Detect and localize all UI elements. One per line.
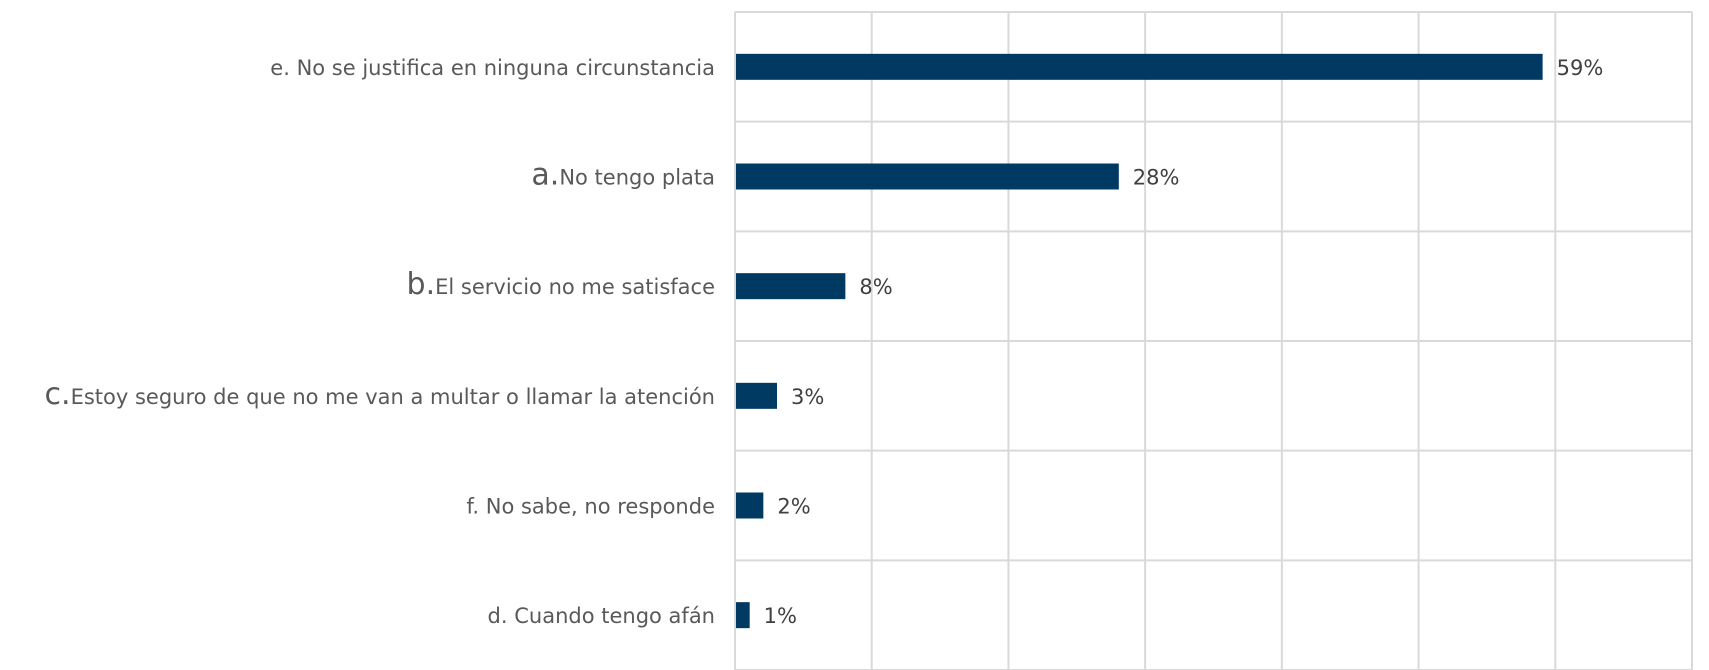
grid: [734, 11, 1693, 670]
category-label-text: No se justifica en ninguna circunstancia: [297, 56, 715, 80]
category-label-prefix: e.: [270, 56, 296, 80]
category-label: e. No se justifica en ninguna circunstan…: [270, 56, 715, 80]
category-label-text: No sabe, no responde: [486, 495, 715, 519]
category-label: d. Cuando tengo afán: [488, 604, 715, 628]
data-label: 2%: [777, 495, 810, 519]
bar: [736, 382, 778, 409]
category-label-prefix: d.: [488, 604, 515, 628]
data-label: 1%: [764, 604, 797, 628]
data-label: 59%: [1557, 56, 1604, 80]
category-label: c.Estoy seguro de que no me van a multar…: [45, 377, 715, 412]
bar: [736, 492, 764, 519]
category-label-prefix: f.: [467, 495, 486, 519]
data-label: 3%: [791, 385, 824, 409]
category-label: f. No sabe, no responde: [467, 495, 715, 519]
bars: [736, 53, 1543, 629]
category-label-prefix: c.: [45, 377, 71, 412]
data-label: 28%: [1133, 166, 1180, 190]
bar: [736, 602, 750, 629]
bar: [736, 53, 1543, 80]
category-labels: e. No se justifica en ninguna circunstan…: [45, 56, 715, 628]
value-labels: 59% 28% 8% 3% 2% 1%: [764, 56, 1604, 628]
category-label: a.No tengo plata: [531, 158, 715, 193]
category-label-prefix: b.: [407, 267, 436, 302]
category-label-text: Cuando tengo afán: [514, 604, 715, 628]
category-label-text: No tengo plata: [559, 166, 715, 190]
bar: [736, 163, 1119, 190]
category-label-text: Estoy seguro de que no me van a multar o…: [71, 385, 715, 409]
category-label-text: El servicio no me satisface: [435, 275, 715, 299]
bar: [736, 273, 846, 300]
data-label: 8%: [859, 275, 892, 299]
category-label: b.El servicio no me satisface: [407, 267, 715, 302]
category-label-prefix: a.: [531, 158, 559, 193]
